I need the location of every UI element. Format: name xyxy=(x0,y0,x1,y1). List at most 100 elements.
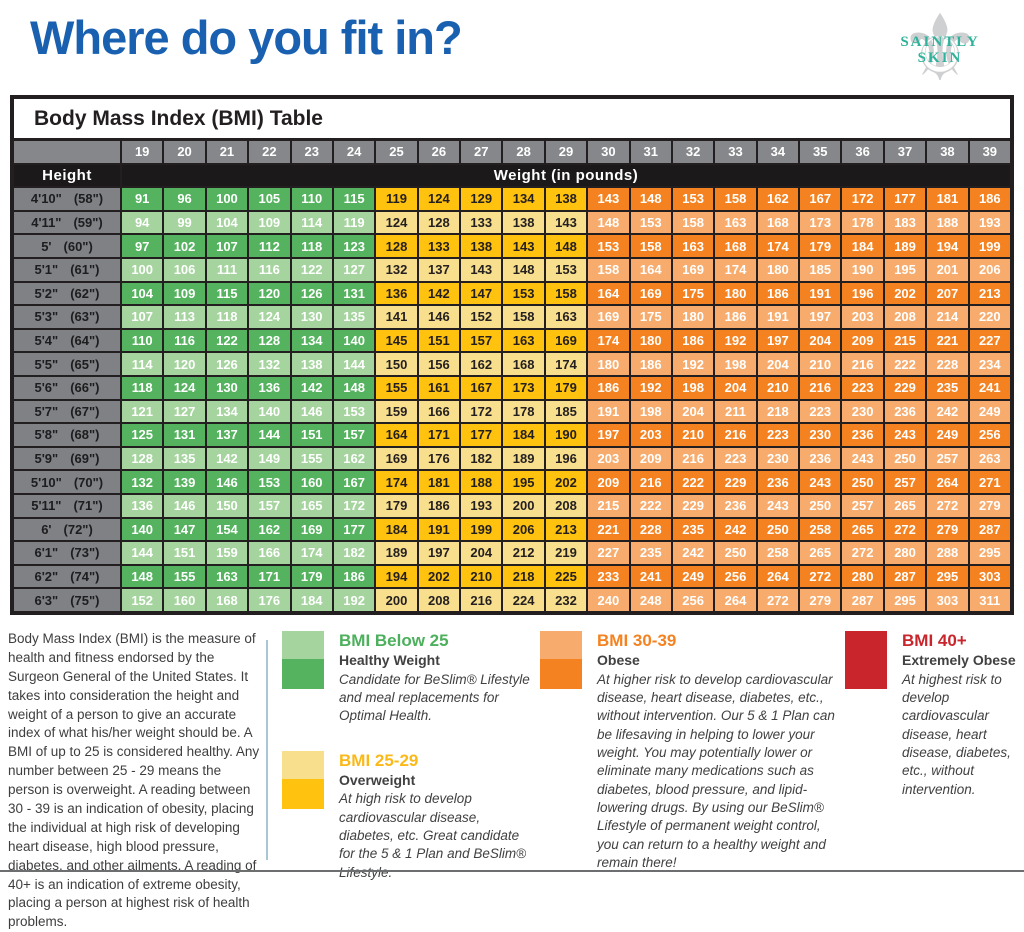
bmi-weight-cell: 140 xyxy=(122,518,163,541)
bmi-weight-cell: 124 xyxy=(249,306,290,328)
bmi-weight-cell: 216 xyxy=(800,377,841,399)
bmi-weight-cell: 163 xyxy=(206,565,248,588)
bmi-weight-cell: 107 xyxy=(206,235,248,257)
bmi-weight-cell: 124 xyxy=(164,377,205,399)
bmi-weight-cell: 168 xyxy=(715,235,756,257)
bmi-weight-cell: 184 xyxy=(291,589,332,611)
legend-column-healthy-overweight: BMI Below 25 Healthy Weight Candidate fo… xyxy=(282,631,530,907)
bmi-weight-cell: 153 xyxy=(545,259,587,281)
bmi-weight-cell: 272 xyxy=(927,495,968,517)
bmi-weight-cell: 137 xyxy=(206,424,248,446)
bmi-header-cell: 29 xyxy=(545,141,587,163)
bmi-weight-cell: 230 xyxy=(757,447,799,470)
bmi-weight-cell: 185 xyxy=(545,400,587,423)
bmi-weight-cell: 179 xyxy=(376,495,417,517)
bmi-weight-cell: 186 xyxy=(672,329,714,352)
bmi-weight-cell: 143 xyxy=(461,259,502,281)
bmi-weight-cell: 250 xyxy=(800,495,841,517)
bmi-weight-cell: 263 xyxy=(969,447,1010,470)
bmi-weight-cell: 157 xyxy=(333,424,375,446)
bmi-weight-cell: 287 xyxy=(842,589,883,611)
bmi-weight-cell: 194 xyxy=(927,235,968,257)
bmi-weight-cell: 227 xyxy=(969,329,1010,352)
bmi-weight-cell: 120 xyxy=(249,282,290,305)
legend-description: At highest risk to develop cardiovascula… xyxy=(902,671,1011,797)
bmi-weight-cell: 216 xyxy=(842,353,883,375)
bmi-weight-cell: 201 xyxy=(927,259,968,281)
bmi-weight-cell: 183 xyxy=(884,211,926,234)
bmi-weight-cell: 242 xyxy=(672,542,714,564)
bmi-weight-cell: 155 xyxy=(291,447,332,470)
bmi-weight-cell: 105 xyxy=(249,188,290,210)
bmi-weight-cell: 256 xyxy=(672,589,714,611)
legend-column-obese: BMI 30-39 Obese At higher risk to develo… xyxy=(540,631,836,898)
fleur-de-lis-icon: ⚜ xyxy=(898,0,982,100)
bmi-weight-cell: 132 xyxy=(376,259,417,281)
bmi-weight-cell: 192 xyxy=(715,329,756,352)
bmi-weight-cell: 179 xyxy=(800,235,841,257)
bmi-header-cell: 20 xyxy=(164,141,205,163)
bmi-header-cell: 38 xyxy=(927,141,968,163)
bmi-weight-cell: 197 xyxy=(757,329,799,352)
bmi-weight-cell: 146 xyxy=(164,495,205,517)
bmi-weight-cell: 114 xyxy=(291,211,332,234)
height-cell: 5'8" (68") xyxy=(14,424,120,446)
bmi-weight-cell: 126 xyxy=(206,353,248,375)
bmi-weight-cell: 250 xyxy=(715,542,756,564)
bmi-weight-cell: 153 xyxy=(333,400,375,423)
bmi-weight-cell: 186 xyxy=(418,495,460,517)
bmi-weight-cell: 128 xyxy=(249,329,290,352)
bmi-weight-cell: 133 xyxy=(461,211,502,234)
bmi-weight-cell: 191 xyxy=(588,400,629,423)
bmi-weight-cell: 303 xyxy=(927,589,968,611)
bmi-weight-cell: 198 xyxy=(672,377,714,399)
height-cell: 4'11" (59") xyxy=(14,211,120,234)
legend-description: At high risk to develop cardiovascular d… xyxy=(339,791,527,880)
bmi-weight-cell: 227 xyxy=(588,542,629,564)
bmi-weight-cell: 144 xyxy=(249,424,290,446)
bmi-weight-cell: 215 xyxy=(588,495,629,517)
bmi-weight-cell: 151 xyxy=(291,424,332,446)
bmi-weight-cell: 272 xyxy=(842,542,883,564)
bmi-weight-cell: 193 xyxy=(969,211,1010,234)
legend-entry-obese: BMI 30-39 Obese At higher risk to develo… xyxy=(540,631,836,873)
bmi-header-cell: 24 xyxy=(333,141,375,163)
bmi-weight-cell: 256 xyxy=(969,424,1010,446)
bmi-weight-cell: 138 xyxy=(291,353,332,375)
bmi-weight-cell: 220 xyxy=(969,306,1010,328)
bmi-header-cell: 23 xyxy=(291,141,332,163)
bmi-weight-cell: 118 xyxy=(122,377,163,399)
bmi-weight-cell: 182 xyxy=(333,542,375,564)
bmi-weight-cell: 196 xyxy=(545,447,587,470)
bmi-weight-cell: 295 xyxy=(884,589,926,611)
bmi-weight-cell: 122 xyxy=(206,329,248,352)
bmi-weight-cell: 147 xyxy=(164,518,205,541)
bmi-weight-cell: 169 xyxy=(672,259,714,281)
bmi-weight-cell: 225 xyxy=(545,565,587,588)
bmi-weight-cell: 234 xyxy=(969,353,1010,375)
bmi-weight-cell: 142 xyxy=(206,447,248,470)
bmi-weight-cell: 111 xyxy=(206,259,248,281)
height-cell: 6'3" (75") xyxy=(14,589,120,611)
bmi-weight-cell: 181 xyxy=(418,471,460,493)
bmi-weight-cell: 154 xyxy=(206,518,248,541)
bmi-weight-cell: 191 xyxy=(418,518,460,541)
legend-title: BMI 30-39 xyxy=(597,631,677,650)
logo-line2: SKIN xyxy=(917,50,963,66)
bmi-weight-cell: 176 xyxy=(249,589,290,611)
bmi-weight-cell: 271 xyxy=(969,471,1010,493)
bmi-weight-cell: 199 xyxy=(461,518,502,541)
bmi-weight-cell: 151 xyxy=(418,329,460,352)
bmi-weight-cell: 258 xyxy=(757,542,799,564)
bmi-weight-cell: 243 xyxy=(842,447,883,470)
legend-description: At higher risk to develop cardiovascular… xyxy=(597,671,835,871)
bmi-weight-cell: 143 xyxy=(545,211,587,234)
bmi-weight-cell: 228 xyxy=(927,353,968,375)
bmi-weight-cell: 192 xyxy=(630,377,671,399)
bmi-weight-cell: 185 xyxy=(800,259,841,281)
bmi-weight-cell: 208 xyxy=(418,589,460,611)
bmi-weight-cell: 148 xyxy=(503,259,544,281)
bmi-weight-cell: 216 xyxy=(461,589,502,611)
bmi-weight-cell: 120 xyxy=(164,353,205,375)
legend-text: BMI 25-29 Overweight At high risk to dev… xyxy=(339,751,530,882)
